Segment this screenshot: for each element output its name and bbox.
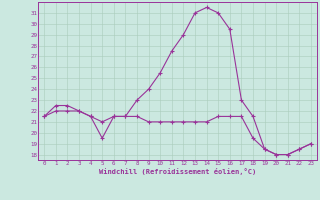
X-axis label: Windchill (Refroidissement éolien,°C): Windchill (Refroidissement éolien,°C): [99, 168, 256, 175]
